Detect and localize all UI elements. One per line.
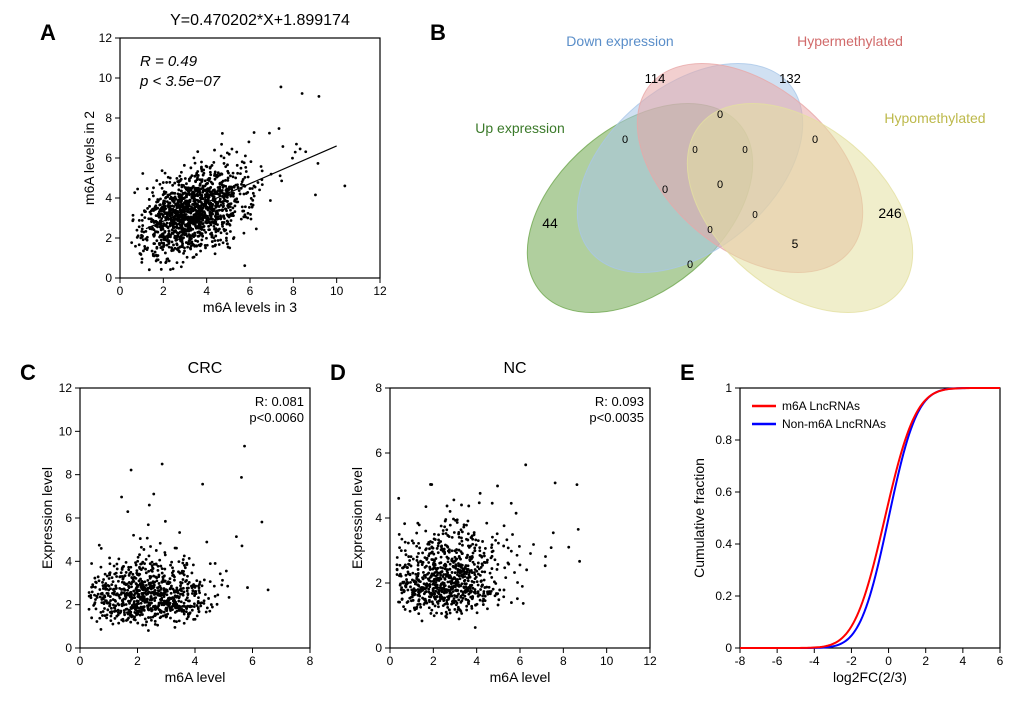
- svg-text:0: 0: [117, 284, 124, 298]
- svg-text:0: 0: [717, 179, 723, 191]
- svg-text:0: 0: [692, 145, 698, 156]
- panel-c-title: CRC: [120, 360, 290, 378]
- svg-text:-6: -6: [772, 654, 783, 668]
- panel-a-scatter: 0 2 4 6 8 10 12 0 2 4 6 8 10 12 R = 0.49 p < 3.5e−07 m6A…: [80, 28, 390, 318]
- svg-text:-8: -8: [735, 654, 746, 668]
- svg-text:Hypomethylated: Hypomethylated: [884, 110, 985, 126]
- svg-text:8: 8: [307, 654, 314, 668]
- svg-text:4: 4: [203, 284, 210, 298]
- svg-text:246: 246: [878, 205, 902, 221]
- panel-d-label: D: [330, 360, 346, 386]
- svg-text:R: 0.081: R: 0.081: [255, 394, 304, 409]
- svg-text:Up expression: Up expression: [475, 120, 565, 136]
- svg-text:p<0.0035: p<0.0035: [589, 410, 644, 425]
- svg-text:Hypermethylated: Hypermethylated: [797, 33, 903, 49]
- svg-text:m6A level: m6A level: [490, 669, 551, 685]
- svg-text:6: 6: [65, 511, 72, 525]
- svg-text:0: 0: [725, 641, 732, 655]
- svg-text:Expression level: Expression level: [40, 467, 55, 569]
- panel-c-label: C: [20, 360, 36, 386]
- svg-text:0: 0: [77, 654, 84, 668]
- svg-text:0: 0: [885, 654, 892, 668]
- svg-text:5: 5: [792, 237, 799, 251]
- svg-text:0.6: 0.6: [715, 485, 732, 499]
- svg-text:4: 4: [105, 191, 112, 205]
- svg-text:0: 0: [375, 641, 382, 655]
- panel-d-title: NC: [430, 360, 600, 378]
- svg-text:10: 10: [99, 71, 113, 85]
- panel-c-scatter: 0 2 4 6 8 0 2 4 6 8 10 12 R: 0.081p<0.0060 m6A level E…: [40, 378, 320, 688]
- svg-text:132: 132: [779, 71, 801, 86]
- svg-text:6: 6: [517, 654, 524, 668]
- svg-text:Cumulative fraction: Cumulative fraction: [691, 458, 707, 578]
- svg-text:R = 0.49: R = 0.49: [140, 53, 198, 70]
- svg-text:m6A LncRNAs: m6A LncRNAs: [782, 399, 860, 413]
- panel-e-cdf: -8 -6 -4 -2 0 2 4 6 0 0.2 0.4 0.6 0.8 1 m6A LncRNAs Non…: [690, 378, 1010, 688]
- svg-text:8: 8: [105, 111, 112, 125]
- svg-text:R: 0.093: R: 0.093: [595, 394, 644, 409]
- svg-text:6: 6: [249, 654, 256, 668]
- svg-text:log2FC(2/3): log2FC(2/3): [833, 669, 907, 685]
- svg-text:6: 6: [247, 284, 254, 298]
- svg-text:0.2: 0.2: [715, 589, 732, 603]
- svg-text:Expression level: Expression level: [350, 467, 365, 569]
- svg-text:12: 12: [643, 654, 657, 668]
- svg-text:0.8: 0.8: [715, 433, 732, 447]
- svg-text:2: 2: [375, 576, 382, 590]
- svg-text:8: 8: [290, 284, 297, 298]
- svg-text:0: 0: [717, 109, 723, 121]
- svg-text:2: 2: [105, 231, 112, 245]
- svg-text:0: 0: [812, 134, 818, 146]
- svg-text:0: 0: [662, 184, 668, 196]
- svg-text:0: 0: [687, 259, 693, 271]
- svg-text:4: 4: [473, 654, 480, 668]
- svg-text:4: 4: [192, 654, 199, 668]
- panel-b-venn: Up expression Down expression Hypermethyla…: [430, 18, 1010, 318]
- svg-text:8: 8: [375, 381, 382, 395]
- svg-text:0: 0: [707, 225, 713, 236]
- panel-d-scatter: 0 2 4 6 8 10 12 0 2 4 6 8 R: 0.093p<0.0035 m6A level E…: [350, 378, 660, 688]
- svg-text:m6A level: m6A level: [165, 669, 226, 685]
- figure-root: A Y=0.470202*X+1.899174 0246810120246810…: [10, 10, 1010, 697]
- svg-text:-2: -2: [846, 654, 857, 668]
- svg-text:2: 2: [922, 654, 929, 668]
- svg-text:0: 0: [65, 641, 72, 655]
- svg-text:6: 6: [105, 151, 112, 165]
- svg-text:2: 2: [160, 284, 167, 298]
- svg-text:12: 12: [373, 284, 387, 298]
- svg-text:6: 6: [997, 654, 1004, 668]
- svg-text:2: 2: [134, 654, 141, 668]
- svg-text:0: 0: [742, 145, 748, 156]
- svg-text:0: 0: [387, 654, 394, 668]
- svg-text:114: 114: [645, 71, 666, 86]
- svg-text:Non-m6A LncRNAs: Non-m6A LncRNAs: [782, 417, 886, 431]
- svg-text:4: 4: [375, 511, 382, 525]
- svg-text:p < 3.5e−07: p < 3.5e−07: [139, 73, 221, 90]
- svg-text:12: 12: [99, 31, 113, 45]
- svg-text:0: 0: [752, 210, 758, 221]
- svg-text:10: 10: [330, 284, 344, 298]
- svg-text:p<0.0060: p<0.0060: [249, 410, 304, 425]
- svg-text:44: 44: [542, 215, 558, 231]
- svg-text:1: 1: [725, 381, 732, 395]
- svg-text:m6A levels in 3: m6A levels in 3: [203, 299, 297, 315]
- svg-text:10: 10: [59, 424, 73, 438]
- svg-text:m6A levels in 2: m6A levels in 2: [81, 111, 97, 205]
- svg-text:0: 0: [622, 134, 628, 146]
- svg-text:2: 2: [65, 598, 72, 612]
- svg-text:8: 8: [560, 654, 567, 668]
- svg-text:8: 8: [65, 468, 72, 482]
- svg-text:12: 12: [59, 381, 73, 395]
- svg-text:-4: -4: [809, 654, 820, 668]
- svg-text:4: 4: [960, 654, 967, 668]
- svg-text:2: 2: [430, 654, 437, 668]
- panel-a-label: A: [40, 20, 56, 46]
- svg-text:4: 4: [65, 554, 72, 568]
- svg-text:10: 10: [600, 654, 614, 668]
- svg-text:0: 0: [105, 271, 112, 285]
- svg-text:0.4: 0.4: [715, 537, 732, 551]
- svg-text:6: 6: [375, 446, 382, 460]
- svg-text:Down expression: Down expression: [566, 33, 673, 49]
